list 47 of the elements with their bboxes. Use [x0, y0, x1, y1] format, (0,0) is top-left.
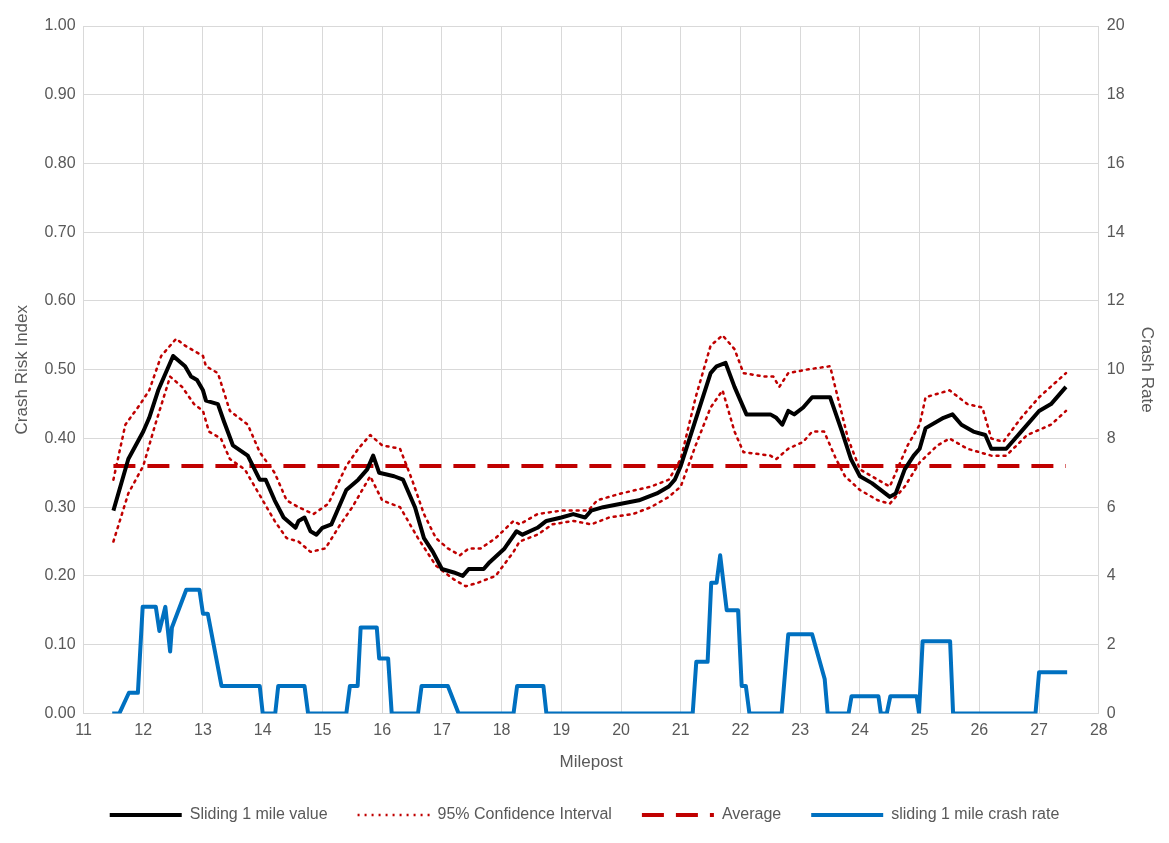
y2-tick-label: 6: [1106, 497, 1116, 515]
x-tick-label: 27: [1030, 721, 1049, 739]
y-tick-label: 0.10: [44, 635, 76, 653]
y2-tick-label: 12: [1106, 291, 1125, 309]
y-axis-title: Crash Risk Index: [11, 304, 31, 435]
x-tick-label: 25: [910, 721, 929, 739]
x-tick-label: 13: [194, 721, 212, 739]
x-tick-label: 12: [134, 721, 153, 739]
x-tick-label: 23: [791, 721, 810, 739]
x-axis-title: Milepost: [559, 752, 624, 772]
x-tick-label: 19: [552, 721, 571, 739]
y2-tick-label: 0: [1106, 703, 1116, 721]
y-tick-label: 0.00: [44, 703, 76, 721]
x-tick-label: 14: [253, 721, 272, 739]
x-tick-label: 21: [671, 721, 690, 739]
y2-tick-label: 8: [1106, 428, 1116, 446]
y-tick-label: 0.20: [44, 566, 76, 584]
y2-tick-label: 16: [1106, 153, 1125, 171]
x-tick-label: 18: [492, 721, 511, 739]
y2-tick-label: 18: [1106, 85, 1125, 103]
y-tick-label: 0.80: [44, 153, 76, 171]
x-tick-label: 20: [612, 721, 631, 739]
x-tick-label: 24: [851, 721, 869, 739]
x-tick-label: 22: [731, 721, 750, 739]
legend-label: sliding 1 mile crash rate: [891, 805, 1060, 823]
y-tick-label: 1.00: [44, 16, 76, 34]
y-tick-label: 0.30: [44, 497, 76, 515]
y-tick-label: 0.90: [44, 85, 76, 103]
y-tick-label: 0.40: [44, 428, 76, 446]
y2-axis-title: Crash Rate: [1138, 326, 1158, 413]
x-tick-label: 26: [970, 721, 989, 739]
y2-tick-label: 10: [1106, 360, 1125, 378]
y2-tick-label: 14: [1106, 222, 1125, 240]
y2-tick-label: 20: [1106, 16, 1125, 34]
y-tick-label: 0.60: [44, 291, 76, 309]
y2-tick-label: 2: [1106, 635, 1116, 653]
y-tick-label: 0.70: [44, 222, 76, 240]
x-tick-label: 15: [313, 721, 332, 739]
legend-label: Average: [721, 805, 782, 823]
x-tick-label: 17: [432, 721, 451, 739]
y-tick-label: 0.50: [44, 360, 76, 378]
legend-label: Sliding 1 mile value: [189, 805, 328, 823]
x-tick-label: 16: [373, 721, 392, 739]
y2-tick-label: 4: [1106, 566, 1116, 584]
legend-label: 95% Confidence Interval: [437, 805, 612, 823]
x-tick-label: 28: [1089, 721, 1108, 739]
x-tick-label: 11: [75, 721, 92, 739]
